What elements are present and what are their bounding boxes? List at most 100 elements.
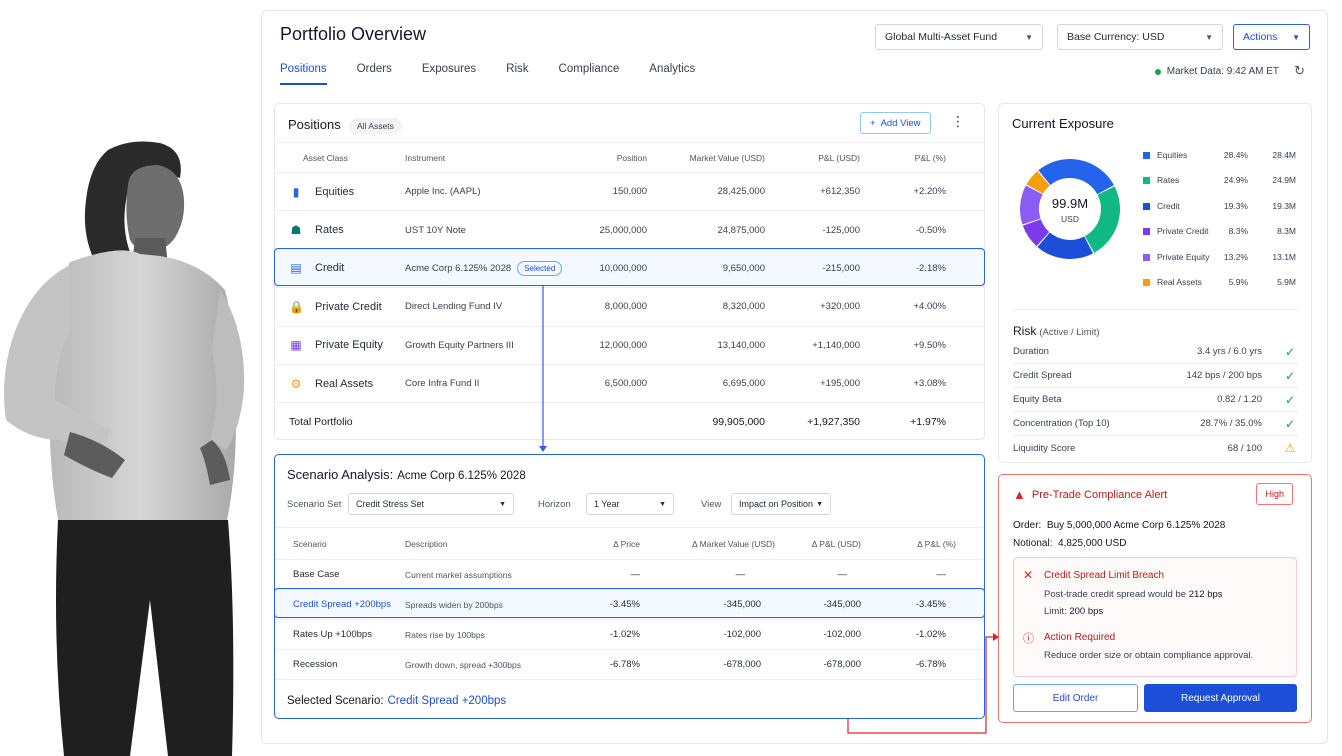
legend-name: Rates [1157, 175, 1180, 185]
column-header[interactable]: Δ Market Value (USD) [640, 527, 775, 560]
horizon-select[interactable]: 1 Year ▼ [586, 493, 674, 515]
view-select[interactable]: Impact on Position ▼ [731, 493, 831, 515]
column-header[interactable]: Instrument [405, 142, 575, 173]
tab-positions[interactable]: Positions [280, 63, 327, 85]
column-header[interactable]: Position [575, 142, 647, 173]
positions-title: Positions [288, 117, 341, 132]
alert-title-text: Pre-Trade Compliance Alert [1031, 488, 1168, 501]
table-header-row: Scenario Description Δ Price Δ Market Va… [275, 527, 984, 560]
delta-pnl: -678,000 [775, 649, 861, 680]
scenario-row[interactable]: Recession Growth down, spread +300bps -6… [275, 649, 984, 680]
action-title: Action Required [1044, 632, 1116, 643]
scenario-set-select[interactable]: Credit Stress Set ▼ [348, 493, 514, 515]
column-header[interactable]: Scenario [275, 527, 405, 560]
delta-pnl: -102,000 [775, 619, 861, 650]
notional-value: 4,825,000 USD [1058, 538, 1127, 549]
divider [1013, 309, 1298, 310]
legend-swatch [1143, 151, 1150, 159]
risk-name: Concentration (Top 10) [1013, 418, 1110, 429]
notional-line: Notional: 4,825,000 USD [1013, 538, 1126, 549]
position-cell: 150,000 [575, 172, 647, 212]
delta-pnl: -345,000 [775, 589, 861, 620]
column-header[interactable]: Δ P&L (USD) [775, 527, 861, 560]
pnl-cell: +320,000 [765, 287, 860, 327]
breach-text: Post-trade credit spread would be 212 bp… [1044, 589, 1223, 600]
tab-exposures[interactable]: Exposures [421, 63, 477, 75]
table-row-selected[interactable]: ▤ Credit Acme Corp 6.125% 2028 Selected 10… [275, 249, 984, 289]
position-cell: 8,000,000 [575, 287, 647, 327]
actions-button[interactable]: Actions ▼ [1233, 24, 1310, 50]
delta-price: -1.02% [580, 619, 640, 650]
donut-segment-private-credit[interactable] [1022, 219, 1050, 247]
column-header[interactable]: Market Value (USD) [647, 142, 765, 173]
instrument-cell: Acme Corp 6.125% 2028 Selected [405, 249, 575, 289]
delta-pnl-pct: -6.78% [861, 649, 956, 680]
legend-value: 8.3M [1277, 226, 1296, 236]
risk-title: Risk (Active / Limit) [1013, 324, 1100, 338]
asset-class-label: Credit [315, 262, 345, 275]
legend-name: Real Assets [1157, 277, 1202, 287]
breach-box: ✕ Credit Spread Limit Breach Post-trade … [1013, 557, 1297, 677]
warning-icon: ⚠ [1284, 441, 1296, 455]
instrument-cell: Growth Equity Partners III [405, 326, 575, 365]
add-view-button[interactable]: + Add View [860, 112, 931, 134]
table-row[interactable]: ▦ Private Equity Growth Equity Partners I… [275, 326, 984, 365]
donut-total: 99.9M [1052, 196, 1088, 211]
refresh-icon[interactable]: ↻ [1294, 63, 1305, 78]
column-header[interactable]: Δ P&L (%) [861, 527, 956, 560]
selected-badge: Selected [517, 260, 563, 276]
delta-price: — [580, 559, 640, 590]
donut-segment-rates[interactable] [1084, 186, 1120, 253]
request-approval-button[interactable]: Request Approval [1144, 684, 1297, 712]
column-header[interactable]: Δ Price [580, 527, 640, 560]
legend-swatch [1143, 202, 1150, 210]
more-options-icon[interactable]: ⋮ [951, 113, 965, 129]
column-header[interactable]: P&L (%) [860, 142, 946, 173]
app-window: Portfolio Overview Positions Orders Expo… [261, 10, 1328, 744]
donut-segment-real-assets[interactable] [1026, 171, 1050, 194]
risk-value: 0.82 / 1.20 [1217, 394, 1262, 405]
breach-title: Credit Spread Limit Breach [1044, 570, 1165, 581]
column-header[interactable]: Asset Class [275, 142, 405, 173]
risk-name: Duration [1013, 346, 1049, 357]
donut-segment-equities[interactable] [1038, 159, 1114, 195]
selected-scenario: Selected Scenario: Credit Spread +200bps [287, 695, 506, 707]
table-row[interactable]: ▮ Equities Apple Inc. (AAPL) 150,000 28,4… [275, 172, 984, 212]
fund-select[interactable]: Global Multi-Asset Fund ▼ [875, 24, 1043, 50]
edit-order-button[interactable]: Edit Order [1013, 684, 1138, 712]
scenario-title: Scenario Analysis: Acme Corp 6.125% 2028 [287, 467, 526, 482]
scenario-row[interactable]: Rates Up +100bps Rates rise by 100bps -1… [275, 619, 984, 650]
currency-select[interactable]: Base Currency: USD ▼ [1057, 24, 1223, 50]
limit-value: 200 bps [1069, 606, 1104, 617]
limit-label: Limit: [1044, 606, 1067, 617]
breach-value: 212 bps [1188, 589, 1223, 600]
market-data-status: Market Data: 9:42 AM ET [1154, 66, 1279, 77]
column-header[interactable]: Description [405, 527, 580, 560]
filter-chip[interactable]: All Assets [349, 118, 402, 134]
legend-value: 19.3M [1272, 201, 1296, 211]
asset-class-label: Private Equity [315, 339, 383, 352]
risk-row: Liquidity Score 68 / 100 ⚠ [1013, 436, 1298, 460]
view-value: Impact on Position [739, 499, 814, 509]
legend-item: Real Assets 5.9% 5.9M [1143, 277, 1296, 287]
position-cell: 6,500,000 [575, 364, 647, 404]
table-row[interactable]: ⚙ Real Assets Core Infra Fund II 6,500,00… [275, 364, 984, 404]
table-row[interactable]: ☗ Rates UST 10Y Note 25,000,000 24,875,00… [275, 210, 984, 250]
scenario-row-selected[interactable]: Credit Spread +200bps Spreads widen by 2… [275, 589, 984, 620]
page-title: Portfolio Overview [280, 24, 427, 44]
tab-risk[interactable]: Risk [506, 63, 529, 75]
pnl-cell: +195,000 [765, 364, 860, 404]
asset-class-cell: ⚙ Real Assets [275, 364, 405, 404]
donut-segment-private-equity[interactable] [1020, 185, 1043, 225]
tab-compliance[interactable]: Compliance [558, 63, 620, 75]
main-tabs: Positions Orders Exposures Risk Complian… [280, 63, 725, 85]
scenario-row[interactable]: Base Case Current market assumptions — —… [275, 559, 984, 590]
table-row[interactable]: 🔒 Private Credit Direct Lending Fund IV 8… [275, 287, 984, 327]
donut-segment-credit[interactable] [1037, 232, 1094, 259]
total-pnl-pct: +1.97% [910, 416, 946, 429]
instrument-cell: Direct Lending Fund IV [405, 287, 575, 327]
tab-orders[interactable]: Orders [356, 63, 392, 75]
horizon-label: Horizon [538, 499, 571, 510]
tab-analytics[interactable]: Analytics [649, 63, 696, 75]
column-header[interactable]: P&L (USD) [765, 142, 860, 173]
